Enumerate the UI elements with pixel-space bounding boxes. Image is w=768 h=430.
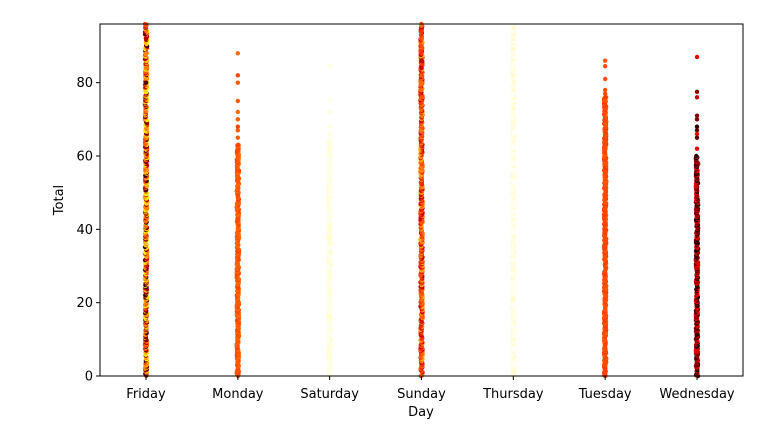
outlier-point [419, 43, 424, 49]
outlier-point [511, 131, 516, 137]
outlier-point [511, 139, 516, 144]
outlier-point [327, 124, 332, 129]
outlier-point [327, 63, 332, 69]
outlier-point [235, 73, 241, 78]
outlier-point [419, 95, 424, 100]
outlier-point [143, 36, 149, 41]
outlier-point [419, 80, 424, 85]
y-tick-label-20: 20 [76, 296, 93, 311]
data-point [326, 135, 332, 140]
series-friday [142, 21, 150, 379]
outlier-point [419, 65, 424, 71]
x-tick-label-wednesday: Wednesday [659, 387, 735, 402]
x-tick-label-tuesday: Tuesday [578, 387, 632, 402]
outlier-point [602, 58, 608, 63]
y-tick-label-40: 40 [76, 223, 93, 238]
outlier-point [143, 80, 149, 85]
outlier-point [235, 135, 241, 140]
outlier-point [327, 109, 332, 115]
outlier-point [602, 91, 608, 96]
outlier-point [419, 58, 424, 63]
outlier-point [235, 142, 241, 148]
outlier-point [602, 87, 608, 93]
series-wednesday [693, 54, 701, 379]
outlier-point [235, 98, 241, 104]
points-layer [142, 21, 701, 379]
y-tick-label-0: 0 [85, 370, 93, 385]
outlier-point [511, 47, 516, 52]
outlier-point [694, 54, 700, 60]
series-tuesday [601, 58, 609, 379]
outlier-point [694, 131, 700, 137]
outlier-point [419, 29, 424, 34]
series-thursday [510, 25, 517, 379]
x-tick-label-monday: Monday [212, 387, 264, 402]
x-tick-label-saturday: Saturday [300, 387, 359, 402]
outlier-point [602, 63, 608, 69]
x-tick-label-thursday: Thursday [482, 387, 544, 402]
axis-layer: Friday Monday Saturday Sunday Thursday Tuesda… [76, 76, 734, 402]
y-axis-label: Total [52, 185, 67, 216]
outlier-point [327, 131, 332, 137]
outlier-point [694, 146, 700, 151]
outlier-point [235, 80, 241, 85]
outlier-point [235, 51, 241, 56]
outlier-point [143, 65, 149, 71]
outlier-point [694, 128, 700, 133]
outlier-point [694, 95, 700, 100]
y-tick-label-80: 80 [76, 76, 93, 91]
outlier-point [694, 135, 700, 140]
x-tick-label-friday: Friday [126, 387, 166, 402]
data-point [694, 153, 699, 159]
outlier-point [419, 87, 424, 93]
outlier-point [235, 128, 241, 133]
outlier-point [327, 98, 332, 104]
series-monday [234, 51, 242, 379]
outlier-point [602, 95, 608, 100]
outlier-point [419, 36, 424, 41]
outlier-point [694, 113, 700, 118]
outlier-point [419, 23, 424, 29]
outlier-point [511, 370, 516, 375]
outlier-point [511, 87, 516, 93]
y-tick-label-60: 60 [76, 150, 93, 165]
outlier-point [694, 124, 700, 129]
outlier-point [419, 73, 424, 78]
outlier-point [419, 51, 424, 56]
outlier-point [143, 51, 149, 56]
series-sunday [418, 21, 425, 379]
outlier-point [511, 106, 516, 111]
outlier-point [602, 98, 608, 104]
outlier-point [694, 117, 700, 122]
x-tick-label-sunday: Sunday [397, 387, 446, 402]
outlier-point [694, 89, 700, 95]
series-saturday [326, 63, 333, 379]
outlier-point [511, 25, 516, 30]
outlier-point [235, 117, 241, 122]
x-axis-label: Day [408, 405, 434, 420]
outlier-point [235, 124, 241, 129]
outlier-point [511, 80, 516, 85]
outlier-point [235, 109, 241, 115]
outlier-point [511, 362, 516, 368]
outlier-point [511, 73, 516, 78]
outlier-point [602, 76, 608, 82]
